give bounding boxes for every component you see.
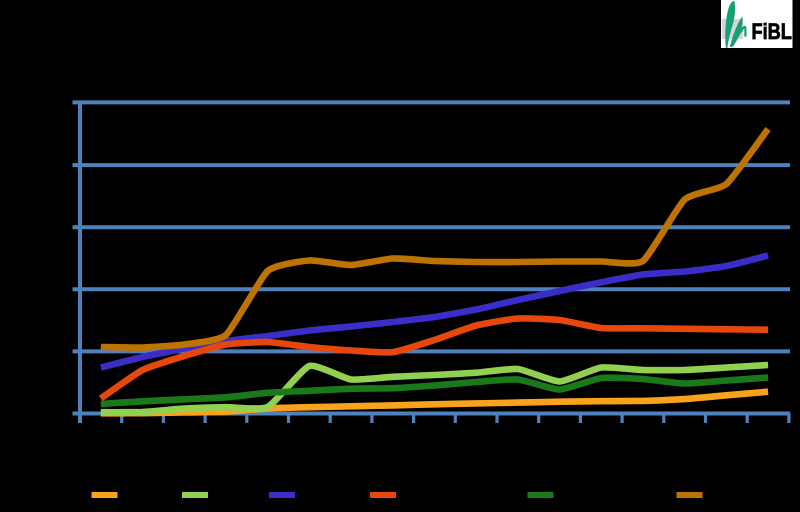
svg-text:FiBL: FiBL	[752, 21, 792, 45]
